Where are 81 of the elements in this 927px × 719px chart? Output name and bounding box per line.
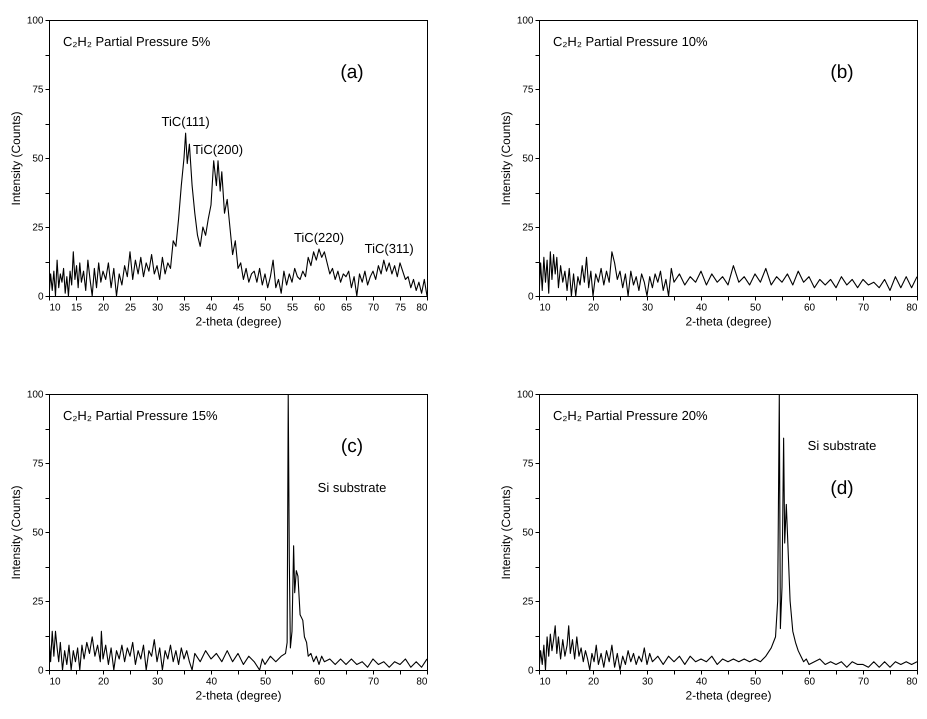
- x-tick-label: 20: [98, 302, 110, 314]
- x-tick-label: 80: [906, 302, 918, 314]
- x-tick-label: 35: [178, 302, 190, 314]
- annotation: TiC(111): [162, 114, 210, 130]
- x-tick-label: 30: [152, 676, 164, 688]
- y-tick-label: 50: [32, 528, 44, 538]
- annotation: TiC(200): [192, 142, 244, 157]
- x-axis-title: 2-theta (degree): [685, 314, 772, 328]
- annotation: TiC(311): [364, 241, 414, 256]
- text: C₂H₂ Partial Pressure 10%: [553, 34, 708, 49]
- x-tick-label: 10: [540, 302, 552, 314]
- y-tick-label: 100: [516, 16, 534, 26]
- x-axis-title: 2-theta (degree): [195, 688, 282, 702]
- annotation: Si substrate: [808, 438, 876, 453]
- x-tick-label: 70: [368, 302, 380, 314]
- x-tick-label: 30: [642, 676, 654, 688]
- annotation: (d): [830, 478, 854, 499]
- x-tick-label: 60: [804, 302, 816, 314]
- y-tick-label: 75: [32, 458, 44, 470]
- y-tick-label: 75: [522, 84, 534, 96]
- x-tick-label: 50: [260, 676, 272, 688]
- x-tick-label: 30: [642, 302, 654, 314]
- y-tick-label: 0: [528, 292, 534, 302]
- y-tick-label: 50: [522, 528, 534, 538]
- x-tick-label: 70: [858, 302, 870, 314]
- y-axis-title: Intensity (Counts): [8, 485, 23, 580]
- annotation: Si substrate: [318, 480, 386, 495]
- y-tick-label: 100: [516, 390, 534, 400]
- x-tick-label: 30: [152, 302, 164, 314]
- y-axis-title: Intensity (Counts): [8, 111, 23, 206]
- y-tick-label: 0: [528, 666, 534, 676]
- y-tick-label: 50: [32, 154, 44, 164]
- y-tick-label: 25: [32, 222, 44, 234]
- x-tick-label: 80: [416, 302, 428, 314]
- y-axis-title: Intensity (Counts): [498, 111, 513, 206]
- x-tick-label: 65: [340, 302, 352, 314]
- y-tick-label: 100: [26, 16, 44, 26]
- x-tick-label: 40: [206, 676, 218, 688]
- annotation: (a): [340, 62, 364, 83]
- x-tick-label: 15: [70, 302, 82, 314]
- x-tick-label: 80: [906, 676, 918, 688]
- x-tick-label: 60: [804, 676, 816, 688]
- x-tick-label: 40: [696, 676, 708, 688]
- x-tick-label: 60: [314, 676, 326, 688]
- x-tick-label: 50: [260, 302, 272, 314]
- x-tick-label: 45: [232, 302, 244, 314]
- y-tick-label: 25: [522, 222, 534, 234]
- annotation: (c): [340, 436, 364, 457]
- y-tick-label: 0: [38, 292, 44, 302]
- x-tick-label: 60: [314, 302, 326, 314]
- text: C₂H₂ Partial Pressure 15%: [63, 408, 218, 423]
- y-tick-label: 25: [32, 596, 44, 608]
- x-axis-title: 2-theta (degree): [685, 688, 772, 702]
- x-tick-label: 50: [750, 302, 762, 314]
- x-tick-label: 20: [98, 676, 110, 688]
- x-tick-label: 10: [50, 676, 62, 688]
- x-tick-label: 20: [588, 676, 600, 688]
- y-tick-label: 75: [522, 458, 534, 470]
- annotation: (b): [830, 62, 854, 83]
- x-tick-label: 70: [368, 676, 380, 688]
- x-tick-label: 10: [50, 302, 62, 314]
- y-tick-label: 50: [522, 154, 534, 164]
- x-tick-label: 20: [588, 302, 600, 314]
- x-tick-label: 70: [858, 676, 870, 688]
- x-tick-label: 25: [124, 302, 136, 314]
- annotation: TiC(220): [294, 230, 344, 246]
- y-axis-title: Intensity (Counts): [498, 485, 513, 580]
- y-tick-label: 0: [38, 666, 44, 676]
- x-tick-label: 75: [394, 302, 406, 314]
- y-tick-label: 100: [26, 390, 44, 400]
- x-tick-label: 40: [206, 302, 218, 314]
- x-tick-label: 10: [540, 676, 552, 688]
- text: C₂H₂ Partial Pressure 5%: [63, 34, 211, 49]
- x-tick-label: 40: [696, 302, 708, 314]
- x-axis-title: 2-theta (degree): [195, 314, 282, 328]
- y-tick-label: 75: [32, 84, 44, 96]
- y-tick-label: 25: [522, 596, 534, 608]
- x-tick-label: 50: [750, 676, 762, 688]
- x-tick-label: 80: [416, 676, 428, 688]
- text: C₂H₂ Partial Pressure 20%: [553, 408, 708, 423]
- x-tick-label: 55: [286, 302, 298, 314]
